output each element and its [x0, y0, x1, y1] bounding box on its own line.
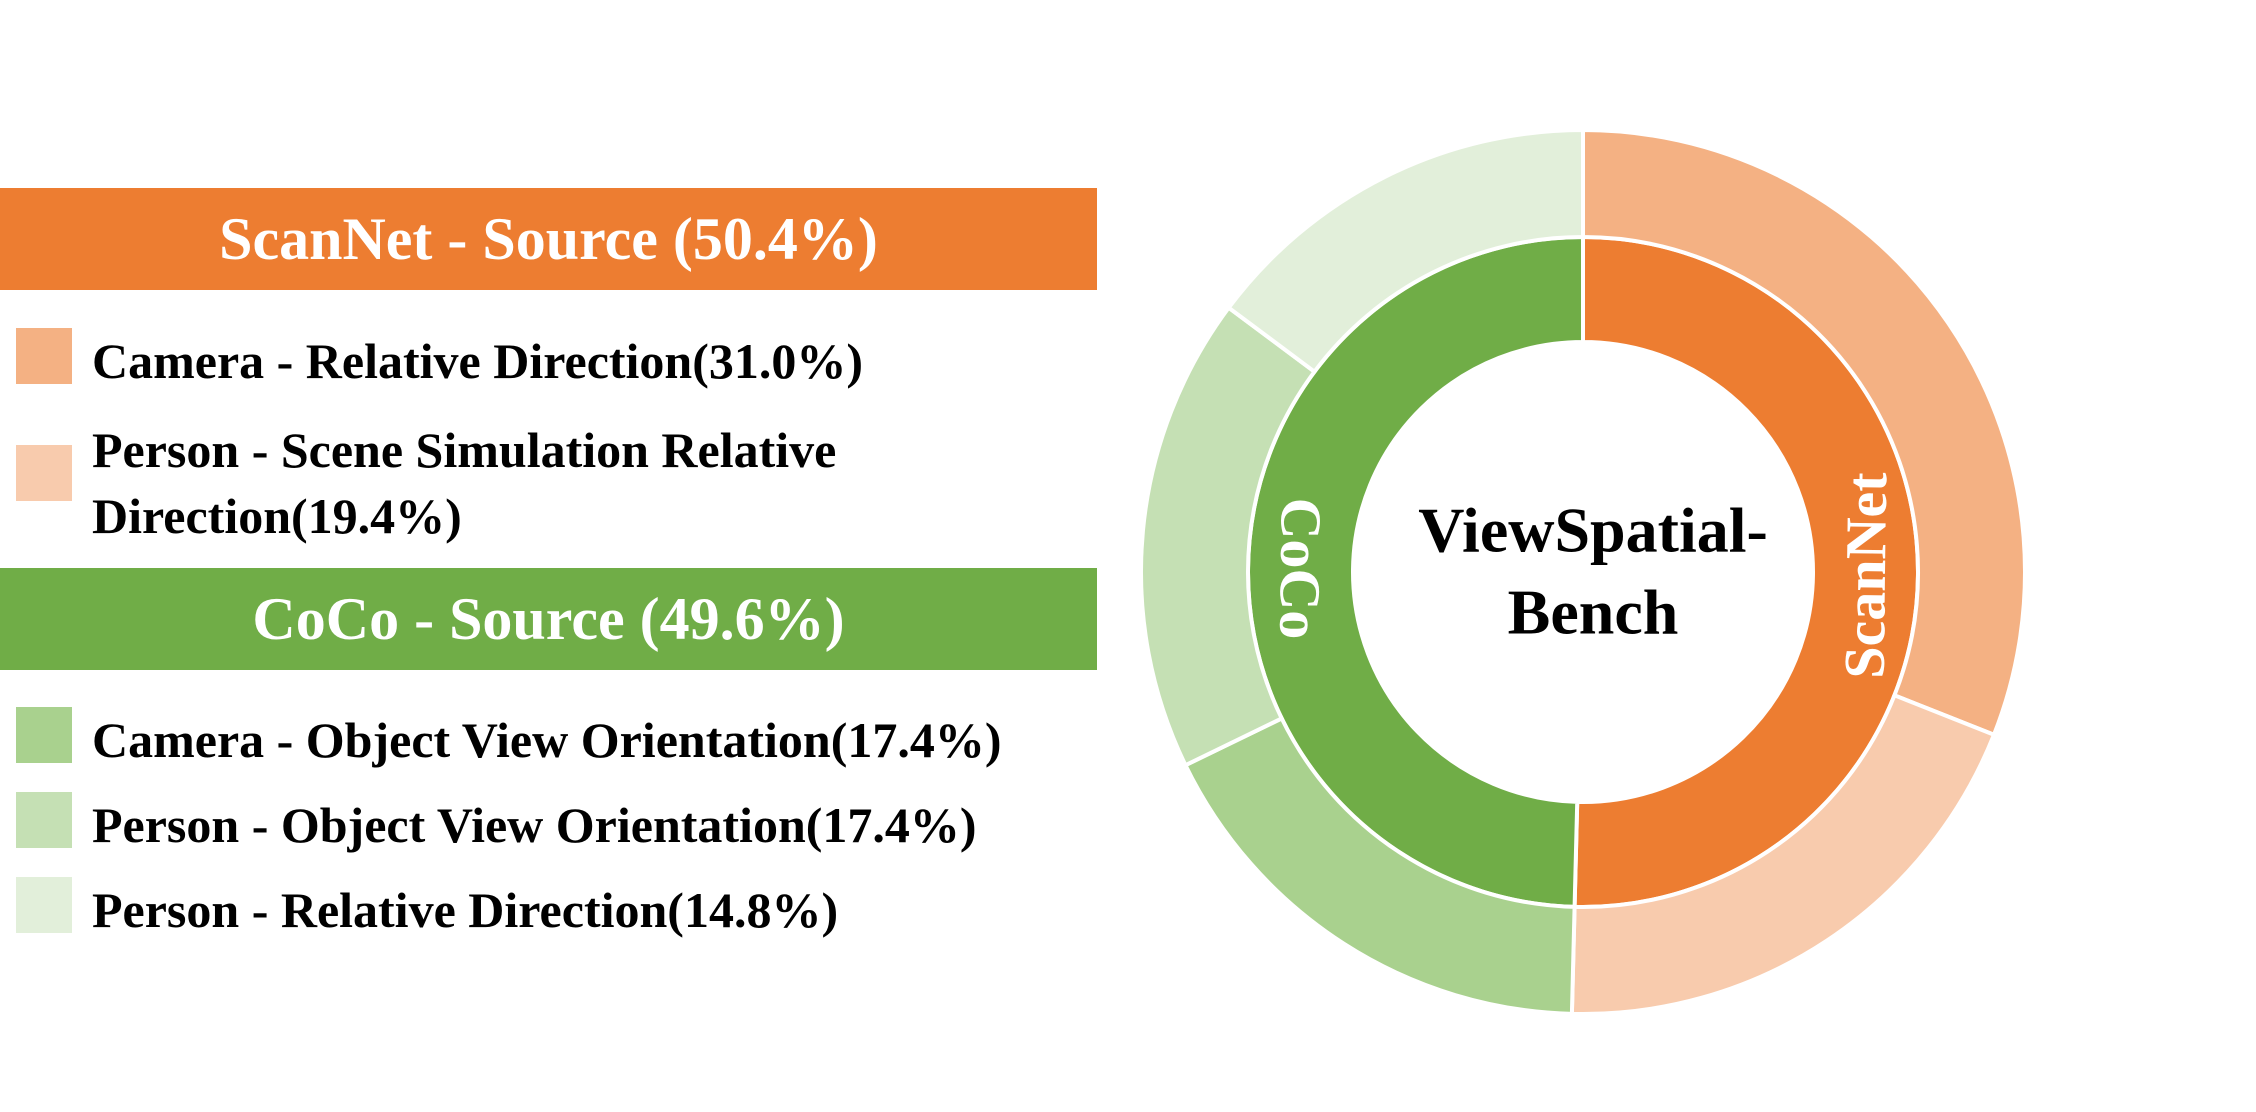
- legend-label: Person - Scene Simulation Relative Direc…: [92, 422, 837, 544]
- outer-slice-0-0: [1581, 127, 2027, 738]
- legend-swatch: [16, 707, 72, 763]
- legend-label: Person - Object View Orientation(17.4%): [92, 797, 977, 853]
- legend-swatch: [16, 792, 72, 848]
- legend-label: Camera - Object View Orientation(17.4%): [92, 712, 1002, 768]
- legend-label: Person - Relative Direction(14.8%): [92, 882, 839, 938]
- legend-item-person-scene-simulation: Person - Scene Simulation Relative Direc…: [0, 417, 1012, 549]
- legend-label: Camera - Relative Direction(31.0%): [92, 333, 864, 389]
- center-label-line: Bench: [1508, 577, 1679, 648]
- legend-swatch: [16, 877, 72, 933]
- ring-label-scannet: ScanNet: [1832, 471, 1900, 679]
- legend-item-camera-object-view-orientation: Camera - Object View Orientation(17.4%): [0, 707, 1122, 773]
- legend-swatch: [16, 445, 72, 501]
- legend-item-person-object-view-orientation: Person - Object View Orientation(17.4%): [0, 792, 1122, 858]
- legend-item-camera-relative-direction: Camera - Relative Direction(31.0%): [0, 328, 1122, 394]
- sunburst-chart: ScanNet CoCo ViewSpatial- Bench: [1139, 127, 2027, 1016]
- legend-swatch: [16, 328, 72, 384]
- scannet-source-header: ScanNet - Source (50.4%): [0, 188, 1097, 290]
- outer-slice-1-2: [1225, 127, 1585, 375]
- legend-item-person-relative-direction: Person - Relative Direction(14.8%): [0, 877, 1122, 943]
- center-label-line: ViewSpatial-: [1418, 495, 1768, 566]
- ring-label-coco: CoCo: [1267, 497, 1334, 640]
- coco-source-header: CoCo - Source (49.6%): [0, 568, 1097, 670]
